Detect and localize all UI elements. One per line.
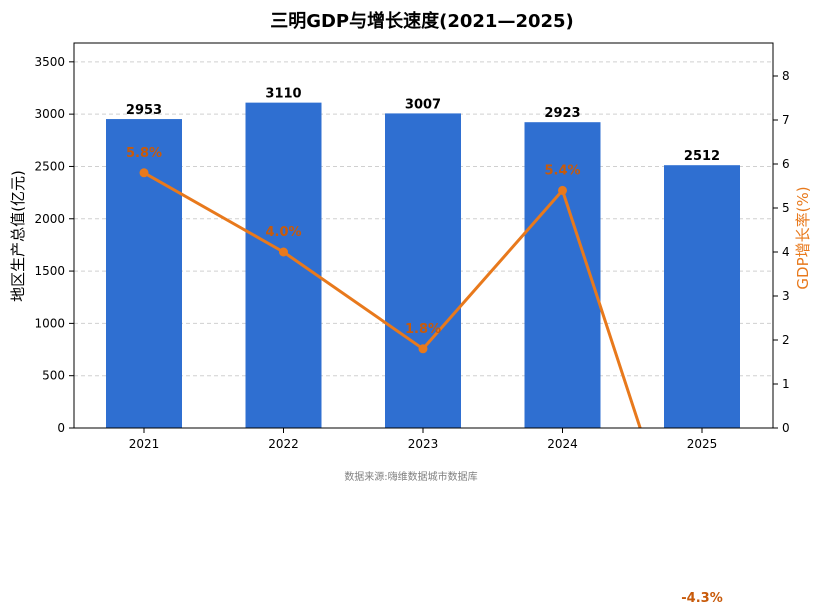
right-tick-label: 7: [782, 113, 790, 127]
growth-rate-labels: 5.8% 4.0% 1.8% 5.4% -4.3%: [126, 146, 723, 606]
right-tick-label: 8: [782, 69, 790, 83]
y-axis-title: 地区生产总值(亿元): [9, 170, 27, 302]
right-tick-label: 6: [782, 157, 790, 171]
right-tick-label: 2: [782, 333, 790, 347]
right-tick-label: 3: [782, 289, 790, 303]
growth-rate-label: 5.4%: [544, 163, 580, 178]
bar-value-label: 3110: [265, 87, 301, 102]
x-tick-label: 2024: [547, 437, 578, 451]
x-tick-label: 2023: [408, 437, 439, 451]
bar-value-label: 2953: [126, 103, 162, 118]
left-tick-label: 1500: [34, 264, 65, 278]
left-tick-label: 2500: [34, 159, 65, 173]
left-tick-label: 0: [57, 421, 65, 435]
left-tick-label: 500: [42, 369, 65, 383]
left-axis-ticks: 0 500 1000 1500 2000 2500 3000 3500: [34, 55, 74, 435]
gdp-bar: [245, 102, 322, 429]
bar-value-label: 2512: [684, 149, 720, 164]
growth-rate-label: -4.3%: [681, 591, 722, 606]
y2-axis-title: GDP增长率(%): [794, 186, 812, 289]
gdp-bar: [664, 165, 740, 428]
growth-line-series: [139, 168, 642, 428]
growth-rate-label: 5.8%: [126, 146, 162, 161]
gridlines: [74, 61, 773, 377]
left-tick-label: 1000: [34, 316, 65, 330]
right-tick-label: 4: [782, 245, 790, 259]
chart-title: 三明GDP与增长速度(2021—2025): [270, 10, 574, 32]
growth-point: [558, 185, 567, 195]
right-axis-ticks: 0 1 2 3 4 5 6 7 8: [773, 69, 790, 435]
right-tick-label: 1: [782, 377, 790, 391]
x-axis-ticks: 2021 2022 2023 2024 2025: [129, 428, 718, 451]
growth-rate-label: 4.0%: [265, 225, 301, 240]
x-tick-label: 2025: [687, 437, 718, 451]
x-tick-label: 2022: [268, 437, 299, 451]
x-tick-label: 2021: [129, 437, 160, 451]
right-tick-label: 0: [782, 421, 790, 435]
growth-point: [279, 247, 288, 257]
bar-series: [106, 102, 740, 429]
left-tick-label: 3000: [34, 107, 65, 121]
gdp-bar: [106, 119, 182, 429]
growth-rate-label: 1.8%: [405, 322, 441, 337]
right-tick-label: 5: [782, 201, 790, 215]
left-tick-label: 2000: [34, 212, 65, 226]
growth-point: [139, 168, 149, 178]
left-tick-label: 3500: [34, 55, 65, 69]
data-source-note: 数据来源:嗨维数据城市数据库: [344, 470, 477, 483]
bar-value-label: 3007: [405, 97, 441, 112]
gdp-bar: [524, 122, 601, 428]
growth-point: [418, 344, 428, 354]
bar-value-label: 2923: [544, 106, 580, 121]
bar-value-labels: 2953 3110 3007 2923 2512: [126, 87, 720, 165]
gdp-bar: [385, 113, 461, 428]
